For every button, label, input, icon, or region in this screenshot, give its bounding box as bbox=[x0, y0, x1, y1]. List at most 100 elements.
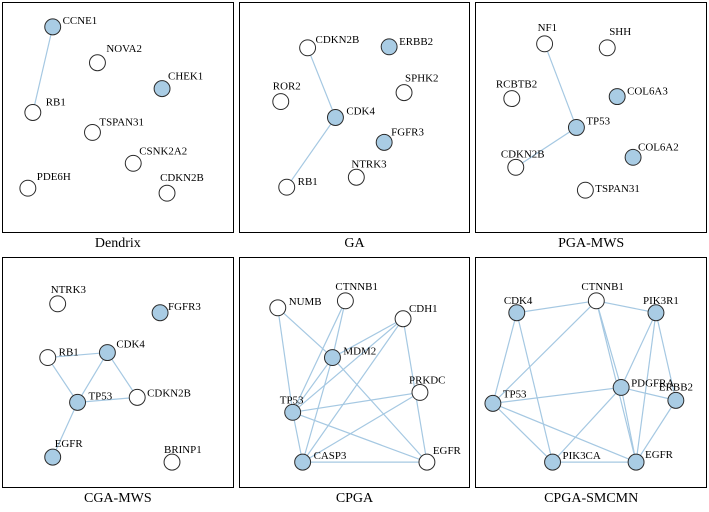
edge-CDK4-TP53 bbox=[492, 312, 518, 404]
edge-CDK4-CDKN2B bbox=[306, 47, 336, 118]
node-ROR2 bbox=[271, 93, 289, 111]
network-ga: CDKN2B ERBB2 SPHK2 ROR2 CDK4 FGFR3 NTRK3 RB1 bbox=[238, 2, 471, 233]
node-FGFR3 bbox=[151, 304, 169, 322]
node-label-COL6A2: COL6A2 bbox=[638, 141, 679, 153]
node-label-PRKDC: PRKDC bbox=[409, 374, 445, 386]
edge-TP53-CDKN2B bbox=[515, 126, 578, 168]
node-label-CTNNB1: CTNNB1 bbox=[335, 281, 378, 293]
edge-TP53-PDGFRA bbox=[493, 386, 622, 404]
edge-MDM2-EGFR bbox=[331, 357, 428, 463]
node-label-NUMB: NUMB bbox=[288, 296, 321, 308]
node-TP53 bbox=[568, 118, 586, 136]
node-label-CHEK1: CHEK1 bbox=[168, 71, 203, 83]
node-MDM2 bbox=[323, 349, 341, 367]
panel-caption-pga-mws: PGA-MWS bbox=[558, 236, 625, 251]
node-SPHK2 bbox=[395, 84, 413, 102]
node-NF1 bbox=[536, 35, 554, 53]
node-PRKDC bbox=[411, 383, 429, 401]
panel-caption-dendrix: Dendrix bbox=[94, 236, 141, 251]
node-label-CSNK2A2: CSNK2A2 bbox=[139, 145, 187, 157]
node-label-TP53: TP53 bbox=[88, 390, 112, 402]
node-label-CDKN2B: CDKN2B bbox=[160, 172, 204, 184]
node-label-MDM2: MDM2 bbox=[343, 346, 376, 358]
node-label-TP53: TP53 bbox=[587, 115, 611, 127]
node-COL6A3 bbox=[609, 88, 626, 106]
panel-cpga-smcmn: CTNNB1 CDK4 PIK3R1 TP53 PDGFRA ERBB2 PIK3CA EGF… bbox=[475, 257, 707, 510]
node-RB1 bbox=[39, 349, 57, 367]
edge-CCNE1-RB1 bbox=[32, 26, 54, 113]
node-label-EGFR: EGFR bbox=[433, 445, 462, 457]
network-pga-mws: NF1 SHH RCBTB2 COL6A3 TP53 COL6A2 CDKN2B TSPAN3… bbox=[475, 2, 707, 233]
panel-caption-cpga: CPGA bbox=[335, 491, 374, 506]
edge-TP53-NUMB bbox=[276, 307, 293, 413]
edge-RB1-TP53 bbox=[47, 357, 79, 403]
node-CASP3 bbox=[293, 453, 311, 471]
node-EGFR bbox=[418, 453, 436, 471]
node-label-CDH1: CDH1 bbox=[409, 303, 438, 315]
edge-MDM2-NUMB bbox=[277, 307, 333, 359]
node-label-PIK3CA: PIK3CA bbox=[563, 450, 601, 462]
node-label-EGFR: EGFR bbox=[645, 449, 674, 461]
node-label-NTRK3: NTRK3 bbox=[351, 158, 387, 170]
node-label-ROR2: ROR2 bbox=[272, 81, 300, 93]
edge-MDM2-CTNNB1 bbox=[331, 300, 346, 358]
edge-PIK3R1-PDGFRA bbox=[620, 312, 657, 388]
edge-CASP3-CDH1 bbox=[301, 318, 404, 463]
edge-CDK4-CTNNB1 bbox=[517, 300, 597, 314]
node-EGFR bbox=[627, 453, 645, 471]
node-TP53 bbox=[484, 394, 502, 412]
node-RB1 bbox=[24, 104, 42, 121]
node-PIK3CA bbox=[544, 453, 562, 471]
node-label-RB1: RB1 bbox=[46, 97, 66, 109]
edge-PIK3R1-EGFR bbox=[635, 312, 657, 463]
edge-EGFR-ERBB2 bbox=[635, 400, 677, 463]
panel-caption-cpga-smcmn: CPGA-SMCMN bbox=[544, 491, 639, 506]
node-TP53 bbox=[69, 393, 87, 411]
node-EGFR bbox=[44, 448, 62, 466]
node-CDKN2B bbox=[158, 184, 176, 202]
node-CDK4 bbox=[98, 344, 116, 362]
node-label-EGFR: EGFR bbox=[55, 438, 84, 450]
node-CDK4 bbox=[508, 304, 526, 322]
node-label-CASP3: CASP3 bbox=[313, 450, 346, 462]
panel-dendrix: CCNE1 NOVA2 CHEK1 RB1 TSPAN31 CSNK2A2 PDE6H CDK… bbox=[2, 2, 234, 255]
node-label-NOVA2: NOVA2 bbox=[106, 43, 142, 55]
edge-TP53-PIK3CA bbox=[492, 402, 554, 463]
edge-MDM2-CASP3 bbox=[301, 357, 333, 463]
node-label-COL6A3: COL6A3 bbox=[627, 86, 668, 98]
node-COL6A2 bbox=[624, 148, 642, 166]
node-SHH bbox=[599, 39, 617, 57]
node-CDH1 bbox=[394, 310, 412, 328]
node-label-TSPAN31: TSPAN31 bbox=[99, 116, 144, 128]
node-FGFR3 bbox=[375, 133, 393, 151]
node-label-RB1: RB1 bbox=[297, 176, 317, 188]
panel-ga: CDKN2B ERBB2 SPHK2 ROR2 CDK4 FGFR3 NTRK3 RB1 GA bbox=[238, 2, 471, 255]
node-label-PIK3R1: PIK3R1 bbox=[643, 295, 679, 307]
node-label-RB1: RB1 bbox=[59, 347, 79, 359]
node-CTNNB1 bbox=[336, 292, 354, 310]
node-label-CDKN2B: CDKN2B bbox=[501, 148, 545, 160]
edge-TP53-CTNNB1 bbox=[291, 300, 346, 413]
edge-TP53-NF1 bbox=[544, 43, 578, 128]
node-label-RCBTB2: RCBTB2 bbox=[496, 79, 537, 91]
node-PIK3R1 bbox=[647, 304, 665, 322]
node-label-BRINP1: BRINP1 bbox=[164, 444, 202, 456]
network-dendrix: CCNE1 NOVA2 CHEK1 RB1 TSPAN31 CSNK2A2 PDE6H CDK… bbox=[2, 2, 234, 233]
node-NUMB bbox=[268, 299, 286, 317]
node-TP53 bbox=[283, 403, 301, 421]
node-TSPAN31 bbox=[84, 123, 101, 141]
panel-cpga: NUMB CTNNB1 CDH1 MDM2 PRKDC TP53 CASP3 EGFR CPG… bbox=[238, 257, 471, 510]
node-label-ERBB2: ERBB2 bbox=[399, 36, 433, 48]
edge-CDK4-RB1 bbox=[285, 117, 336, 188]
node-label-ERBB2: ERBB2 bbox=[659, 381, 693, 393]
network-cpga: NUMB CTNNB1 CDH1 MDM2 PRKDC TP53 CASP3 EGFR bbox=[238, 257, 471, 488]
node-label-FGFR3: FGFR3 bbox=[168, 301, 201, 313]
edge-PDGFRA-PIK3CA bbox=[552, 387, 622, 463]
node-PDE6H bbox=[19, 179, 37, 197]
node-RCBTB2 bbox=[503, 90, 521, 108]
node-label-CDKN2B: CDKN2B bbox=[147, 387, 191, 399]
edge-TP53-CDH1 bbox=[291, 318, 404, 413]
edge-PDGFRA-ERBB2 bbox=[621, 386, 677, 401]
node-TSPAN31 bbox=[577, 181, 595, 199]
